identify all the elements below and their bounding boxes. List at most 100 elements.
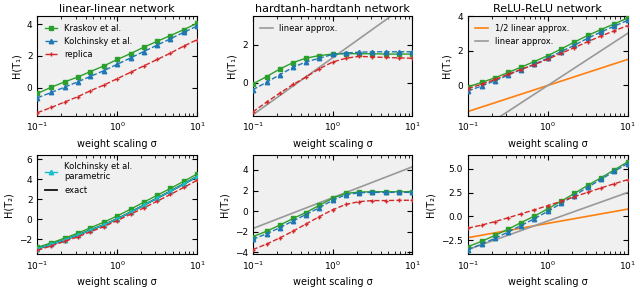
- 1/2 linear approx.: [611, 62, 618, 65]
- linear approx.: [263, 103, 271, 107]
- linear approx.: [464, 136, 472, 139]
- linear approx.: [289, 84, 297, 88]
- linear approx.: [316, 201, 323, 205]
- Kraskov et al.: [180, 28, 188, 31]
- Line: Kolchinsky et al.: Kolchinsky et al.: [35, 24, 199, 100]
- X-axis label: weight scaling σ: weight scaling σ: [508, 139, 588, 149]
- replica: [166, 51, 174, 55]
- Line: exact: exact: [37, 177, 197, 249]
- Line: Kolchinsky et al.
parametric: Kolchinsky et al. parametric: [35, 174, 199, 251]
- Kolchinsky et al.: [140, 50, 148, 53]
- exact: [127, 210, 134, 214]
- linear approx.: [504, 109, 512, 113]
- linear approx.: [301, 206, 309, 210]
- X-axis label: weight scaling σ: weight scaling σ: [77, 139, 157, 149]
- linear approx.: [611, 40, 618, 44]
- linear approx.: [478, 127, 486, 130]
- replica: [86, 89, 94, 93]
- linear approx.: [329, 196, 337, 199]
- Kraskov et al.: [127, 52, 134, 55]
- Kraskov et al.: [166, 34, 174, 37]
- Kolchinsky et al.: [47, 91, 55, 94]
- Legend: Kraskov et al., Kolchinsky et al., replica: Kraskov et al., Kolchinsky et al., repli…: [42, 20, 136, 62]
- Kolchinsky et al.: [180, 31, 188, 34]
- exact: [47, 243, 55, 246]
- Kolchinsky et al.: [193, 24, 201, 28]
- 1/2 linear approx.: [570, 75, 578, 79]
- 1/2 linear approx.: [584, 71, 591, 74]
- Kraskov et al.: [193, 22, 201, 25]
- linear approx.: [544, 84, 552, 87]
- linear approx.: [329, 56, 337, 60]
- linear approx.: [531, 93, 538, 96]
- X-axis label: weight scaling σ: weight scaling σ: [77, 277, 157, 287]
- linear approx.: [355, 37, 363, 41]
- Kolchinsky et al.
parametric: [140, 203, 148, 207]
- exact: [180, 182, 188, 186]
- Kolchinsky et al.
parametric: [127, 210, 134, 214]
- linear approx.: [570, 66, 578, 70]
- Kolchinsky et al.
parametric: [113, 217, 121, 221]
- Kolchinsky et al.
parametric: [74, 233, 82, 237]
- linear approx.: [492, 118, 499, 121]
- Y-axis label: H(T₂): H(T₂): [426, 192, 436, 217]
- linear approx.: [249, 227, 257, 230]
- Title: hardtanh-hardtanh network: hardtanh-hardtanh network: [255, 4, 410, 14]
- linear approx.: [249, 113, 257, 117]
- linear approx.: [276, 216, 284, 220]
- exact: [33, 247, 41, 251]
- linear approx.: [597, 49, 605, 52]
- Kolchinsky et al.
parametric: [180, 182, 188, 186]
- Kolchinsky et al.
parametric: [33, 247, 41, 251]
- Kraskov et al.: [140, 45, 148, 49]
- exact: [166, 189, 174, 193]
- linear approx.: [584, 58, 591, 61]
- Kraskov et al.: [113, 58, 121, 61]
- 1/2 linear approx.: [531, 88, 538, 92]
- X-axis label: weight scaling σ: weight scaling σ: [292, 139, 372, 149]
- exact: [154, 196, 161, 200]
- exact: [74, 233, 82, 237]
- Kraskov et al.: [33, 92, 41, 95]
- Kolchinsky et al.
parametric: [86, 228, 94, 232]
- Kraskov et al.: [61, 80, 68, 84]
- 1/2 linear approx.: [544, 84, 552, 87]
- Line: replica: replica: [35, 38, 199, 115]
- replica: [154, 58, 161, 61]
- Kraskov et al.: [47, 85, 55, 89]
- linear approx.: [395, 9, 403, 12]
- exact: [100, 223, 108, 227]
- Title: ReLU-ReLU network: ReLU-ReLU network: [493, 4, 602, 14]
- exact: [113, 217, 121, 221]
- linear approx.: [289, 211, 297, 215]
- replica: [100, 83, 108, 87]
- linear approx.: [369, 28, 376, 31]
- replica: [140, 64, 148, 68]
- Line: 1/2 linear approx.: 1/2 linear approx.: [468, 59, 628, 111]
- X-axis label: weight scaling σ: weight scaling σ: [292, 277, 372, 287]
- Legend: 1/2 linear approx., linear approx.: 1/2 linear approx., linear approx.: [472, 20, 572, 49]
- Kolchinsky et al.: [33, 96, 41, 100]
- Kolchinsky et al.: [127, 56, 134, 60]
- Kolchinsky et al.: [113, 63, 121, 66]
- Kolchinsky et al.: [154, 43, 161, 47]
- linear approx.: [624, 32, 632, 35]
- linear approx.: [342, 191, 349, 194]
- Kolchinsky et al.
parametric: [154, 196, 161, 200]
- Kraskov et al.: [154, 40, 161, 43]
- replica: [113, 77, 121, 80]
- exact: [86, 228, 94, 232]
- Kolchinsky et al.
parametric: [193, 175, 201, 178]
- Kolchinsky et al.
parametric: [166, 189, 174, 193]
- Kolchinsky et al.: [86, 75, 94, 78]
- 1/2 linear approx.: [492, 101, 499, 104]
- linear approx.: [316, 66, 323, 69]
- Kraskov et al.: [100, 64, 108, 68]
- Kolchinsky et al.: [166, 37, 174, 40]
- Kolchinsky et al.
parametric: [100, 223, 108, 227]
- linear approx.: [408, 165, 416, 168]
- exact: [193, 175, 201, 178]
- 1/2 linear approx.: [478, 105, 486, 109]
- Y-axis label: H(T₂): H(T₂): [4, 192, 14, 217]
- replica: [33, 111, 41, 114]
